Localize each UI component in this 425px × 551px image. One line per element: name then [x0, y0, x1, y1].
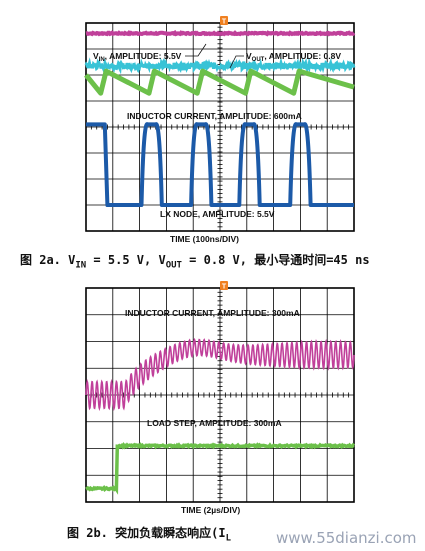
load-step-label: LOAD STEP, AMPLITUDE: 300mA: [147, 418, 282, 428]
caption-2a-mid2: = 0.8 V, 最小导通时间=45 ns: [181, 253, 370, 267]
label-main: V: [93, 51, 99, 61]
vin-trace: [85, 29, 356, 37]
scope-2b-frame: [85, 287, 355, 503]
vout-trace: [84, 57, 356, 75]
caption-2a-sub-out: OUT: [165, 260, 182, 271]
scope-2b-labels: INDUCTOR CURRENT, AMPLITUDE: 300mA LOAD …: [125, 308, 300, 428]
scope-2b-trigger-text: T: [222, 284, 227, 291]
lx-node-trace: [86, 122, 354, 207]
caption-2b-prefix: 图 2b. 突加负载瞬态响应(I: [67, 526, 226, 540]
caption-2a: 图 2a. VIN = 5.5 V, VOUT = 0.8 V, 最小导通时间=…: [20, 251, 370, 270]
vout-label: VOUT, AMPLITUDE: 0.8V: [246, 51, 341, 63]
scope-2a-labels: VIN, AMPLITUDE: 5.5V VOUT, AMPLITUDE: 0.…: [93, 43, 341, 219]
caption-2a-sub-in: IN: [75, 260, 87, 271]
vin-label-arrow: [185, 43, 207, 57]
x-axis-title-2a: TIME (100ns/DIV): [170, 234, 239, 244]
scope-2b-trigger-box: [220, 281, 228, 290]
caption-2b-sub: L: [225, 533, 231, 544]
inductor-current-trace-2a: [84, 68, 355, 96]
scope-2b-traces: [85, 337, 356, 495]
label-rest: , AMPLITUDE: 0.8V: [264, 51, 341, 61]
scope-2a-grid: [85, 22, 355, 232]
scope-2b-trigger-marker: T: [220, 281, 228, 291]
caption-2a-prefix: 图 2a. V: [20, 253, 76, 267]
scope-2b-grid: [85, 287, 355, 503]
caption-2b: 图 2b. 突加负载瞬态响应(IL: [67, 524, 231, 543]
scope-2a-trigger-marker: T: [220, 16, 228, 26]
inductor-current-trace-2b: [85, 337, 355, 412]
load-step-trace: [85, 441, 356, 495]
label-sub: OUT: [252, 57, 265, 63]
scope-2a-frame: [85, 22, 355, 232]
vin-label: VIN, AMPLITUDE: 5.5V: [93, 51, 182, 63]
label-rest: , AMPLITUDE: 5.5V: [105, 51, 182, 61]
scope-2a-traces: [84, 29, 356, 207]
watermark: www.55dianzi.com: [276, 529, 417, 547]
caption-2a-mid1: = 5.5 V, V: [86, 253, 166, 267]
x-axis-title-2b: TIME (2µs/DIV): [181, 505, 241, 515]
label-sub: IN: [99, 57, 105, 63]
lx-node-label: LX NODE, AMPLITUDE: 5.5V: [160, 209, 275, 219]
inductor-current-label-2a: INDUCTOR CURRENT, AMPLITUDE: 600mA: [127, 111, 302, 121]
label-main: V: [246, 51, 252, 61]
scope-2a-trigger-text: T: [222, 19, 227, 26]
scope-2a-trigger-box: [220, 16, 228, 25]
inductor-current-label-2b: INDUCTOR CURRENT, AMPLITUDE: 300mA: [125, 308, 300, 318]
vout-label-arrow: [229, 55, 244, 69]
